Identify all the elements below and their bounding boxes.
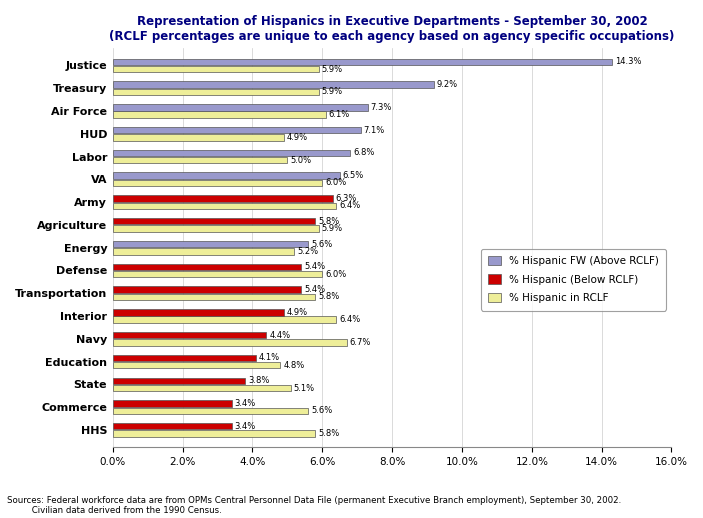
Bar [112,408,309,414]
Text: 6.0%: 6.0% [325,179,347,188]
Bar [112,430,316,437]
Text: 6.5%: 6.5% [342,171,364,180]
Text: 7.3%: 7.3% [370,103,392,112]
Text: 6.1%: 6.1% [328,110,350,119]
Text: 5.8%: 5.8% [318,429,340,438]
Text: 4.1%: 4.1% [259,353,280,363]
Text: 7.1%: 7.1% [363,126,385,135]
Bar [112,362,280,368]
Bar [112,355,256,361]
Text: 5.4%: 5.4% [304,262,325,271]
Bar [112,111,325,118]
Text: 4.9%: 4.9% [287,308,308,317]
Text: 4.8%: 4.8% [283,361,304,370]
Text: 5.8%: 5.8% [318,292,340,301]
Bar [112,248,295,254]
Bar [112,127,361,133]
Bar [112,400,231,407]
Bar [112,378,245,384]
Bar [112,309,284,315]
Bar [112,339,347,346]
Text: 3.4%: 3.4% [234,399,256,408]
Bar [112,264,302,270]
Text: 6.3%: 6.3% [335,194,357,203]
Bar [112,89,319,95]
Text: 5.1%: 5.1% [294,383,315,393]
Bar [112,104,368,110]
Bar [112,286,302,293]
Bar [112,294,316,300]
Text: Sources: Federal workforce data are from OPMs Central Personnel Data File (perma: Sources: Federal workforce data are from… [7,496,621,515]
Bar [112,385,291,391]
Title: Representation of Hispanics in Executive Departments - September 30, 2002
(RCLF : Representation of Hispanics in Executive… [110,15,675,43]
Text: 3.8%: 3.8% [248,376,270,385]
Text: 3.4%: 3.4% [234,422,256,431]
Text: 6.8%: 6.8% [353,148,375,157]
Bar [112,332,266,338]
Bar [112,225,319,232]
Bar [112,134,284,140]
Bar [112,150,350,156]
Text: 4.4%: 4.4% [269,330,290,340]
Text: 6.4%: 6.4% [339,202,361,210]
Text: 5.4%: 5.4% [304,285,325,294]
Text: 5.9%: 5.9% [321,65,343,74]
Bar [112,81,434,88]
Text: 9.2%: 9.2% [437,80,458,89]
Bar [112,316,336,323]
Bar [112,172,340,179]
Bar [112,218,316,224]
Text: 4.9%: 4.9% [287,133,308,142]
Bar [112,423,231,429]
Text: 5.8%: 5.8% [318,217,340,226]
Text: 5.6%: 5.6% [311,406,333,415]
Legend: % Hispanic FW (Above RCLF), % Hispanic (Below RCLF), % Hispanic in RCLF: % Hispanic FW (Above RCLF), % Hispanic (… [481,249,666,310]
Text: 5.6%: 5.6% [311,239,333,249]
Text: 5.0%: 5.0% [290,156,311,165]
Bar [112,203,336,209]
Text: 5.9%: 5.9% [321,88,343,96]
Bar [112,180,322,186]
Text: 6.0%: 6.0% [325,269,347,279]
Text: 5.2%: 5.2% [297,247,318,256]
Bar [112,271,322,277]
Text: 5.9%: 5.9% [321,224,343,233]
Bar [112,66,319,72]
Text: 6.4%: 6.4% [339,315,361,324]
Bar [112,195,333,202]
Bar [112,241,309,247]
Text: 6.7%: 6.7% [349,338,371,347]
Bar [112,59,612,65]
Bar [112,157,288,163]
Text: 14.3%: 14.3% [615,57,641,66]
